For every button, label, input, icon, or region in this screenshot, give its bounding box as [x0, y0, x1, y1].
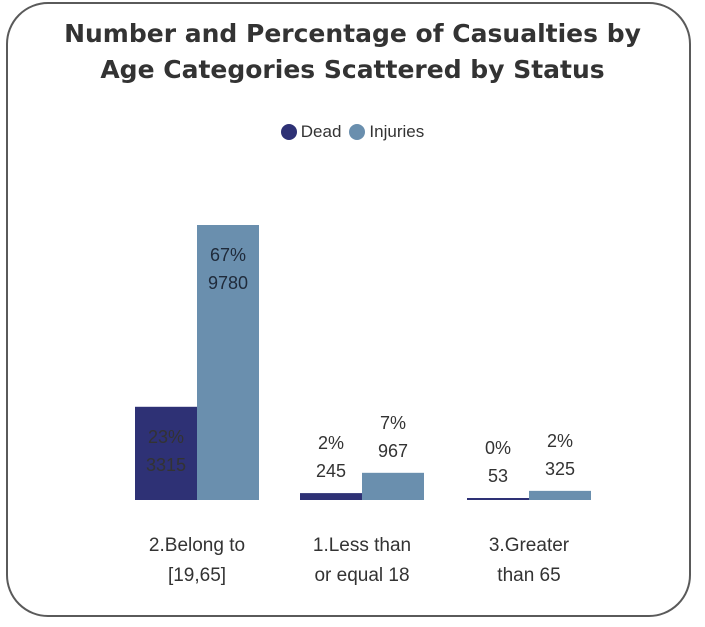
bar-dead-0 [135, 406, 197, 500]
x-tick-label: 2.Belong to [149, 535, 245, 556]
data-label-percent: 0% [485, 438, 511, 458]
x-tick-label: or equal 18 [314, 565, 409, 586]
data-label-value: 3315 [146, 455, 186, 475]
legend-swatch-injuries [349, 124, 366, 140]
data-label-value: 53 [488, 466, 508, 486]
x-tick-label: [19,65] [168, 565, 226, 586]
x-tick-label: than 65 [497, 565, 560, 586]
bar-injuries-2 [529, 490, 591, 500]
chart-title-line1: Number and Percentage of Casualties by [64, 19, 641, 48]
bar-injuries-0 [197, 225, 259, 500]
data-label-value: 245 [316, 461, 346, 481]
data-label-value: 325 [545, 459, 575, 479]
x-tick-label: 3.Greater [489, 535, 570, 556]
data-label-percent: 7% [380, 413, 406, 433]
legend-label-injuries: Injuries [369, 122, 425, 141]
legend-label-dead: Dead [300, 122, 342, 141]
chart-frame [6, 2, 691, 617]
bar-dead-2 [467, 498, 529, 500]
data-label-value: 967 [378, 441, 408, 461]
data-label-percent: 2% [318, 433, 344, 453]
legend-swatch-dead [280, 124, 297, 140]
chart-legend: Dead Injuries [0, 122, 705, 142]
data-label-percent: 2% [547, 431, 573, 451]
bar-injuries-1 [362, 472, 424, 500]
bar-dead-1 [300, 493, 362, 500]
chart-title-line2: Age Categories Scattered by Status [100, 55, 605, 84]
x-tick-label: 1.Less than [313, 535, 411, 556]
data-label-percent: 67% [210, 245, 246, 265]
legend-item-dead: Dead [280, 122, 342, 142]
legend-item-injuries: Injuries [349, 122, 424, 142]
data-label-value: 9780 [208, 273, 248, 293]
data-label-percent: 23% [148, 427, 184, 447]
